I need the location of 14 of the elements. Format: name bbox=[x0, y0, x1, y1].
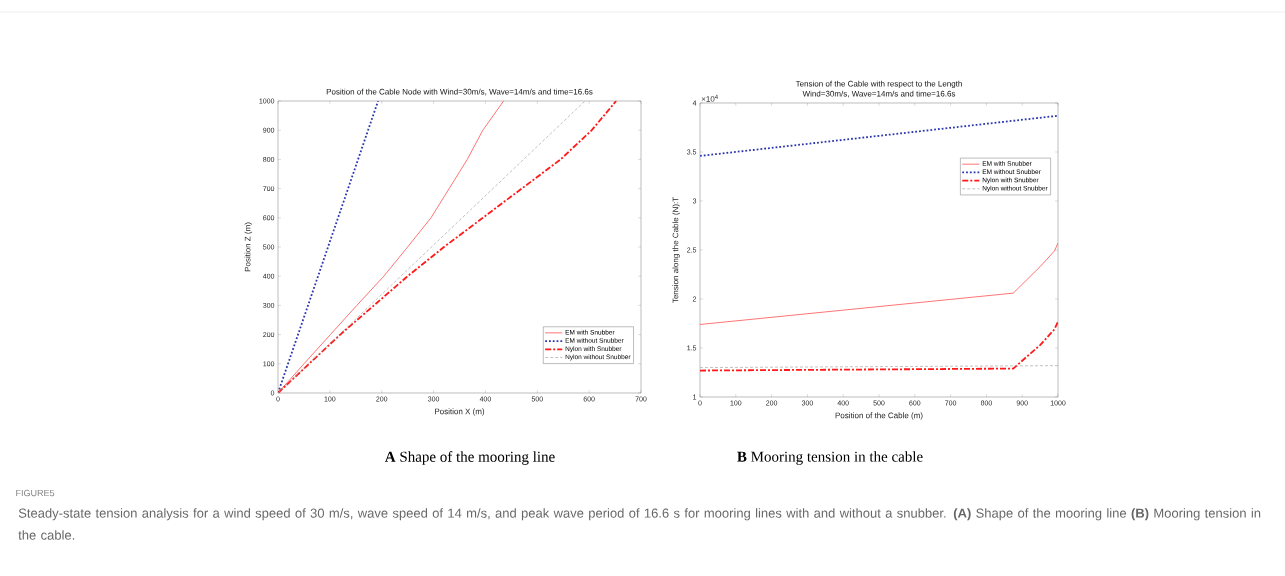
text: A Shape of the mooring line bbox=[384, 451, 555, 465]
caption: FIGURE5 bbox=[16, 489, 55, 497]
x-axis-title: Position of the Cable (m) bbox=[835, 412, 923, 420]
y-axis-title: Tension along the Cable (N):T bbox=[672, 197, 680, 303]
chart-title: Tension of the Cable with respect to the Length bbox=[795, 80, 962, 89]
chart-subtitle: Wind=30m/s, Wave=14m/s and time=16.6s bbox=[802, 90, 956, 98]
chart-title: Position of the Cable Node with Wind=30m/s, Wave=14m/s and time=16.6s bbox=[326, 88, 593, 96]
x-axis-title: Position X (m) bbox=[435, 408, 485, 416]
y-axis-title: Position Z (m) bbox=[244, 222, 253, 272]
text: Steady-state tension analysis for a wind speed of 30 m/s, wave speed of 14 m/s, and peak wave period of 16.6 s for mooring lines with and without a snubber. (A) Shape of the mooring line (B) Mooring tension in the cable. bbox=[18, 508, 1261, 540]
line-series bbox=[700, 242, 1059, 325]
text: B Mooring tension in the cable bbox=[737, 451, 923, 465]
text: ×10$^{4}$ bbox=[701, 94, 718, 102]
line-series bbox=[700, 320, 1059, 372]
